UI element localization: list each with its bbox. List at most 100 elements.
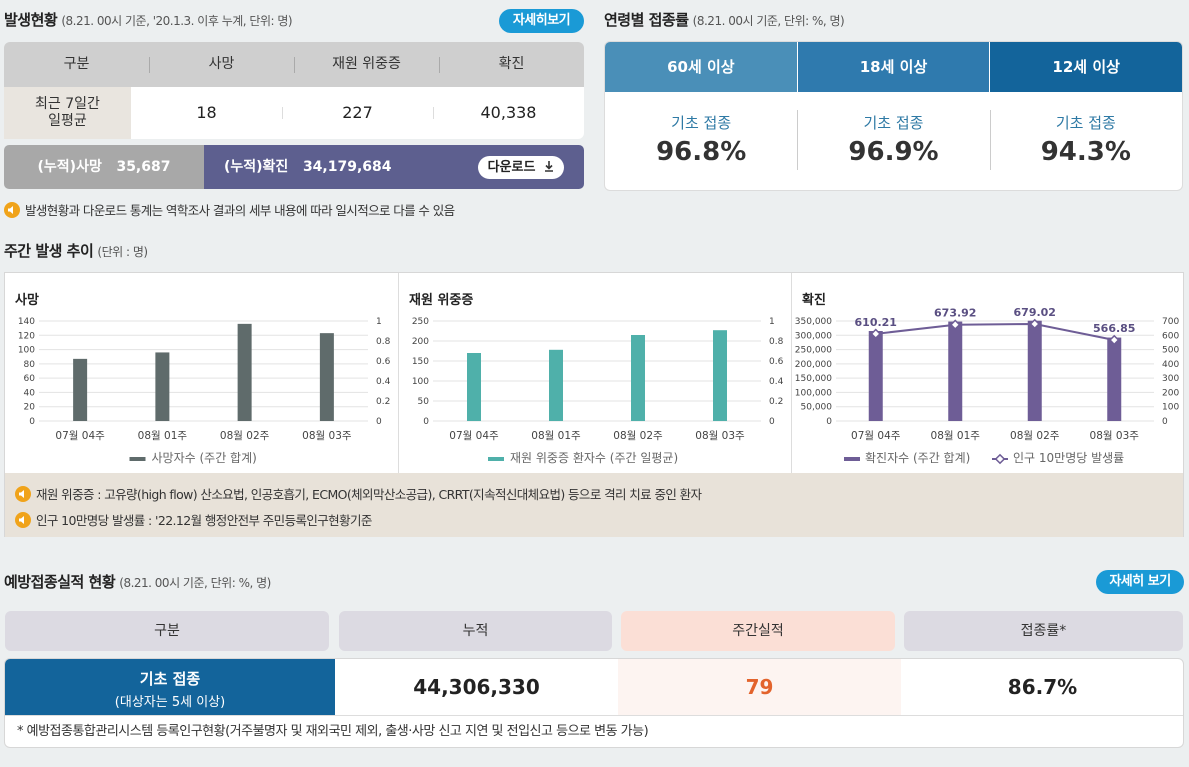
y-tick-label: 100,000 xyxy=(795,388,832,398)
weekly-subtitle: (단위 : 명) xyxy=(97,245,148,259)
speaker-icon xyxy=(4,201,20,218)
tab-12-plus[interactable]: 12세 이상 xyxy=(989,42,1182,92)
chart-critical-panel: 재원 위중증 0 50 100 150 200 250 0 0.2 0.4 0.6 0.8 1 07월 … xyxy=(398,273,791,473)
y-tick-label: 120 xyxy=(18,331,35,341)
chart-note: 인구 10만명당 발생률 : '22.12월 행정안전부 주민등록인구현황기준 xyxy=(15,510,372,529)
y-tick-label: 250 xyxy=(412,317,429,327)
download-button[interactable]: 다운로드 xyxy=(477,156,564,179)
y2-tick-label: 0.8 xyxy=(376,337,391,347)
bar xyxy=(467,353,481,421)
y2-tick-label: 300 xyxy=(1162,374,1179,384)
y-tick-label: 300,000 xyxy=(795,331,832,341)
y-tick-label: 250,000 xyxy=(795,346,832,356)
y2-tick-label: 0.4 xyxy=(376,377,391,387)
column-header: 사망 xyxy=(149,42,294,87)
cumulative-value: 44,306,330 xyxy=(413,675,540,699)
legend-swatch xyxy=(129,457,146,461)
chart-note: 재원 위중증 : 고유량(high flow) 산소요법, 인공호흡기, ECM… xyxy=(15,484,702,503)
chart-death-panel: 사망 0 20 40 60 80 100 120 140 0 0.2 0.4 0.6 0.8 1 07월 0… xyxy=(5,273,398,473)
y-tick-label: 50 xyxy=(418,397,430,407)
row-label-main: 기초 접종 xyxy=(139,670,201,688)
y-tick-label: 0 xyxy=(29,417,35,427)
note-text: 인구 10만명당 발생률 : '22.12월 행정안전부 주민등록인구현황기준 xyxy=(36,513,372,528)
occurrence-detail-button[interactable]: 자세히보기 xyxy=(499,9,584,33)
age-tabs: 60세 이상 18세 이상 12세 이상 xyxy=(605,42,1182,92)
legend-swatch xyxy=(844,457,860,461)
y2-tick-label: 0.2 xyxy=(769,397,783,407)
column-header: 접종률* xyxy=(904,611,1183,651)
y-tick-label: 20 xyxy=(24,403,36,413)
tab-60-plus[interactable]: 60세 이상 xyxy=(605,42,797,92)
rate-value: 86.7% xyxy=(1007,675,1078,699)
row-label-line: 최근 7일간 xyxy=(35,96,100,112)
chart-notes: 재원 위중증 : 고유량(high flow) 산소요법, 인공호흡기, ECM… xyxy=(5,473,1183,537)
y2-tick-label: 1 xyxy=(376,317,382,327)
occurrence-title: 발생현황 xyxy=(4,11,58,29)
tab-18-plus[interactable]: 18세 이상 xyxy=(796,42,990,92)
cumulative-death: (누적)사망 35,687 xyxy=(4,145,204,189)
y-tick-label: 140 xyxy=(18,317,35,327)
occurrence-table-header: 구분 사망 재원 위중증 확진 xyxy=(4,42,584,87)
x-tick-label: 08월 02주 xyxy=(1010,430,1060,442)
y-tick-label: 60 xyxy=(24,374,36,384)
y-tick-label: 0 xyxy=(826,417,832,427)
y2-tick-label: 400 xyxy=(1162,360,1179,370)
x-tick-label: 08월 02주 xyxy=(220,430,270,442)
y2-tick-label: 0.6 xyxy=(376,357,391,367)
bar xyxy=(549,349,563,421)
bar xyxy=(73,358,88,421)
vacc-status-row: 기초 접종 (대상자는 5세 이상) 44,306,330 79 86.7% *… xyxy=(4,658,1184,748)
age-value-label: 기초 접종 xyxy=(1055,114,1116,132)
x-tick-label: 07월 04주 xyxy=(449,430,499,442)
y2-tick-label: 600 xyxy=(1162,331,1179,341)
line-point xyxy=(870,328,882,340)
y2-tick-label: 0.4 xyxy=(769,377,784,387)
line-point xyxy=(1108,334,1120,346)
chart-title: 확진 xyxy=(802,293,826,308)
bar xyxy=(1107,337,1122,421)
y-tick-label: 150 xyxy=(412,357,429,367)
x-tick-label: 08월 03주 xyxy=(695,430,745,442)
bar xyxy=(237,323,252,421)
bar xyxy=(948,321,963,421)
age-vacc-header: 연령별 접종률 (8.21. 00시 기준, 단위: %, 명) xyxy=(604,9,845,30)
bar xyxy=(155,352,170,421)
occurrence-subtitle: (8.21. 00시 기준, '20.1.3. 이후 누계, 단위: 명) xyxy=(61,14,293,28)
vacc-status-subtitle: (8.21. 00시 기준, 단위: %, 명) xyxy=(119,576,271,590)
vacc-footnote: * 예방접종통합관리시스템 등록인구현황(거주불명자 및 재외국민 제외, 출생… xyxy=(5,715,1183,747)
age-value-col: 기초 접종 94.3% xyxy=(989,92,1182,190)
age-value-col: 기초 접종 96.8% xyxy=(605,92,797,190)
y-tick-label: 200 xyxy=(412,337,429,347)
x-tick-label: 08월 03주 xyxy=(302,430,352,442)
data-label: 679.02 xyxy=(1014,306,1056,319)
y2-tick-label: 200 xyxy=(1162,388,1179,398)
weekly-value: 79 xyxy=(618,659,901,715)
y2-tick-label: 0 xyxy=(376,417,382,427)
bar xyxy=(713,330,727,421)
bar xyxy=(631,335,645,421)
column-header: 주간실적 xyxy=(621,611,895,651)
death-value: 18 xyxy=(196,103,217,122)
age-vacc-subtitle: (8.21. 00시 기준, 단위: %, 명) xyxy=(692,14,845,28)
data-label: 673.92 xyxy=(934,307,976,320)
age-value: 96.9% xyxy=(848,137,939,167)
line-point xyxy=(949,319,961,331)
occurrence-table-row: 최근 7일간 일평균 18 227 40,338 xyxy=(4,87,584,139)
age-vacc-title: 연령별 접종률 xyxy=(604,11,689,29)
x-tick-label: 08월 03주 xyxy=(1090,430,1140,442)
age-values: 기초 접종 96.8% 기초 접종 96.9% 기초 접종 94.3% xyxy=(605,92,1182,190)
vacc-detail-button[interactable]: 자세히 보기 xyxy=(1096,570,1184,594)
cumulative-bar: (누적)사망 35,687 (누적)확진 34,179,684 다운로드 xyxy=(4,145,584,189)
y2-tick-label: 0 xyxy=(769,417,775,427)
age-value: 94.3% xyxy=(1040,137,1131,167)
legend-label: 재원 위중증 환자수 (주간 일평균) xyxy=(510,451,678,465)
column-header: 누적 xyxy=(339,611,612,651)
occurrence-header: 발생현황 (8.21. 00시 기준, '20.1.3. 이후 누계, 단위: … xyxy=(4,9,293,30)
age-value-col: 기초 접종 96.9% xyxy=(797,92,989,190)
series-line xyxy=(875,322,1115,342)
row-label-line: 일평균 xyxy=(48,113,87,129)
line-point xyxy=(1029,318,1041,330)
note-text: 재원 위중증 : 고유량(high flow) 산소요법, 인공호흡기, ECM… xyxy=(36,487,702,502)
column-header: 구분 xyxy=(63,56,90,72)
y-tick-label: 40 xyxy=(24,388,36,398)
